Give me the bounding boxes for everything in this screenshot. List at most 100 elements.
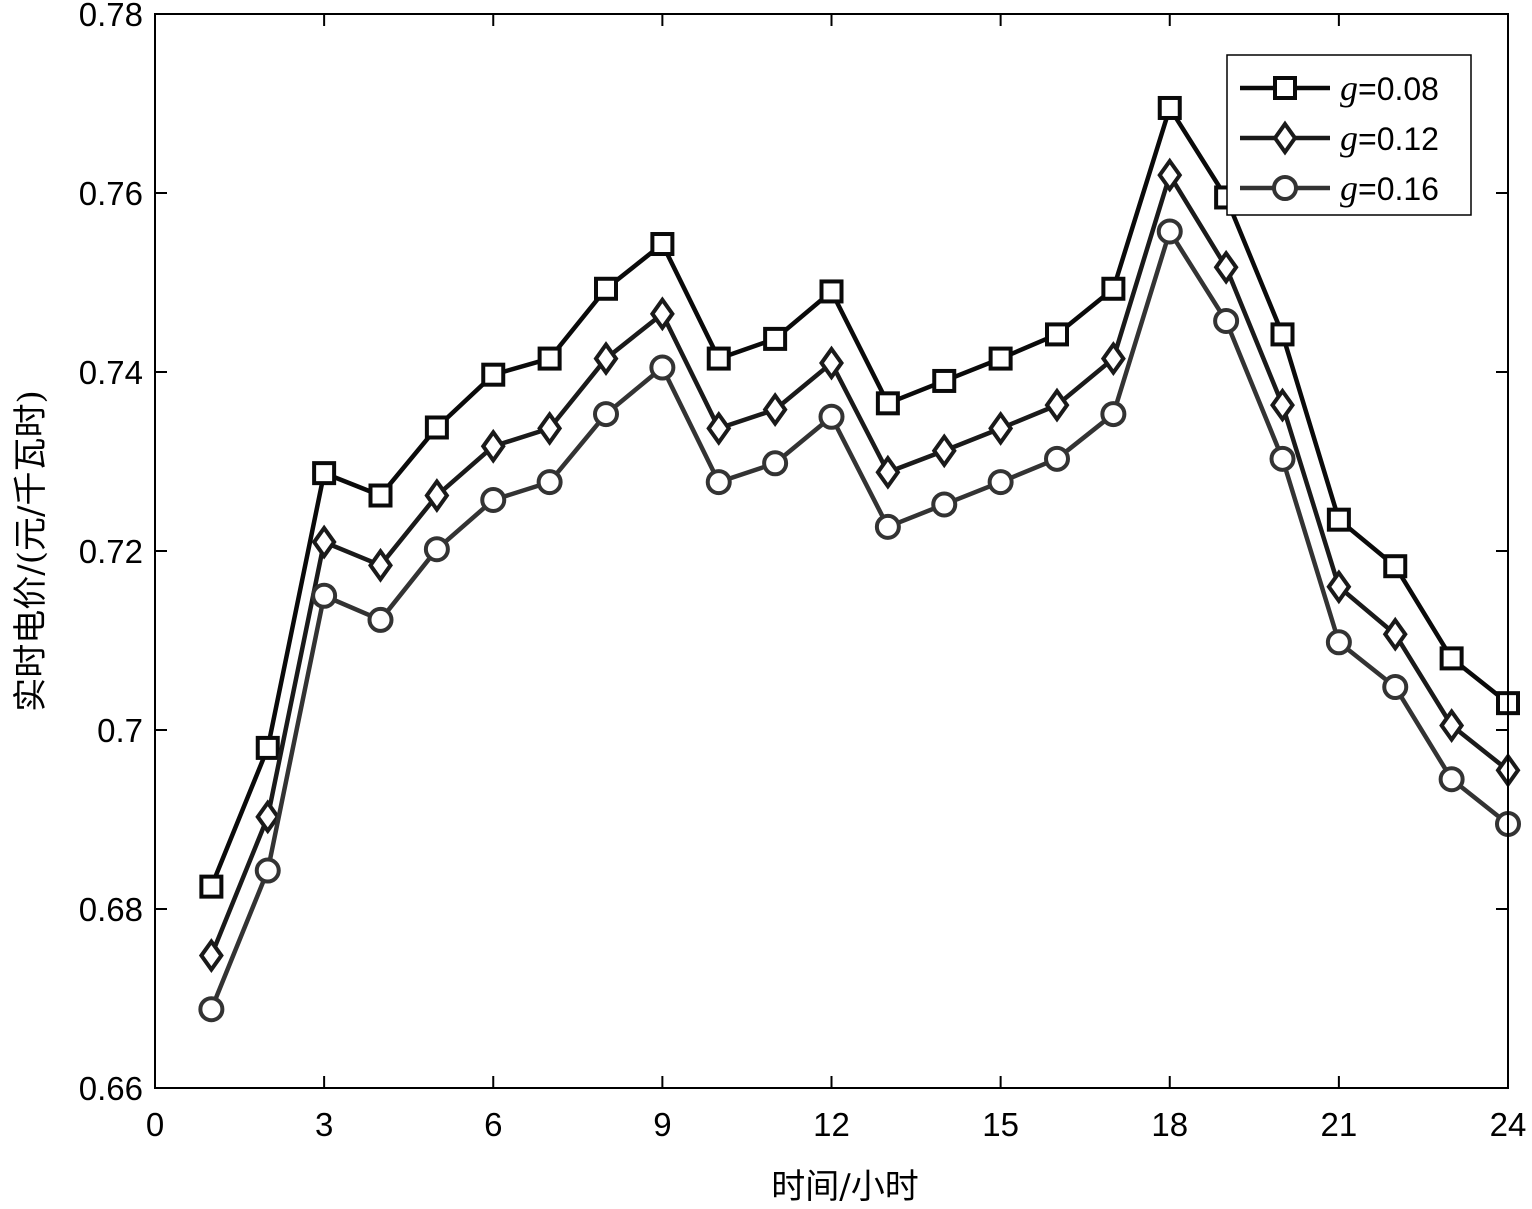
legend-item: g=0.16 bbox=[1240, 168, 1439, 208]
y-tick-label: 0.72 bbox=[79, 533, 143, 570]
data-point bbox=[875, 454, 901, 490]
data-point bbox=[423, 536, 450, 563]
data-point bbox=[1045, 322, 1069, 347]
x-axis-label: 时间/小时 bbox=[771, 1167, 918, 1207]
data-point bbox=[199, 874, 224, 899]
data-point bbox=[1270, 387, 1295, 423]
data-point bbox=[1439, 708, 1465, 743]
legend-label-value: =0.08 bbox=[1358, 71, 1439, 107]
series-square bbox=[199, 95, 1520, 899]
series-line bbox=[209, 229, 1510, 1011]
x-tick-label: 12 bbox=[813, 1106, 850, 1143]
data-point bbox=[480, 428, 506, 464]
ticks: 0 3 6 9 12 15 18 21 24 0.66 0.68 0.7 0.72 0.74 0.76 0.7… bbox=[79, 0, 1527, 1143]
data-point bbox=[1156, 218, 1183, 245]
data-point bbox=[1326, 569, 1352, 605]
data-point bbox=[198, 938, 224, 973]
data-point bbox=[988, 346, 1013, 371]
y-tick-label: 0.7 bbox=[97, 712, 143, 749]
legend-item: g=0.08 bbox=[1240, 68, 1439, 108]
data-point bbox=[875, 391, 900, 416]
data-point bbox=[1326, 507, 1351, 532]
data-point bbox=[1269, 445, 1296, 472]
data-point bbox=[762, 450, 789, 477]
legend-marker bbox=[1272, 175, 1298, 201]
data-point bbox=[1100, 401, 1127, 428]
data-point bbox=[367, 606, 394, 633]
x-tick-label: 15 bbox=[982, 1106, 1019, 1143]
data-point bbox=[1157, 157, 1183, 193]
data-point bbox=[1438, 766, 1465, 793]
data-point bbox=[537, 410, 563, 446]
y-tick-label: 0.76 bbox=[79, 175, 143, 212]
legend-marker bbox=[1273, 76, 1297, 100]
y-tick-label: 0.66 bbox=[79, 1070, 143, 1107]
y-tick-label: 0.74 bbox=[79, 354, 143, 391]
x-tick-label: 3 bbox=[315, 1106, 333, 1143]
data-point bbox=[254, 857, 281, 884]
data-point bbox=[424, 415, 449, 440]
data-point bbox=[481, 362, 506, 387]
data-point bbox=[1382, 616, 1408, 652]
data-point bbox=[1382, 674, 1409, 701]
legend-item: g=0.12 bbox=[1240, 118, 1439, 158]
data-point bbox=[706, 346, 731, 371]
data-point bbox=[763, 326, 788, 351]
data-point bbox=[932, 368, 957, 393]
data-point bbox=[1270, 322, 1295, 347]
data-point bbox=[931, 491, 958, 518]
x-tick-label: 0 bbox=[146, 1106, 164, 1143]
x-tick-label: 21 bbox=[1321, 1106, 1358, 1143]
data-point bbox=[311, 524, 337, 560]
data-point bbox=[987, 469, 1014, 496]
legend-marker bbox=[1272, 120, 1298, 156]
data-point bbox=[593, 341, 619, 377]
data-point bbox=[1383, 554, 1408, 579]
data-point bbox=[368, 547, 393, 583]
data-point bbox=[819, 345, 844, 381]
legend-label-value: =0.16 bbox=[1358, 171, 1439, 207]
data-point bbox=[706, 410, 732, 446]
x-tick-label: 9 bbox=[653, 1106, 671, 1143]
data-point bbox=[649, 296, 675, 332]
x-tick-label: 18 bbox=[1151, 1106, 1188, 1143]
data-point bbox=[1325, 629, 1352, 656]
legend-label: g=0.08 bbox=[1340, 68, 1439, 108]
legend-label: g=0.12 bbox=[1340, 118, 1439, 158]
data-point bbox=[1044, 387, 1070, 423]
data-point bbox=[1213, 307, 1240, 334]
data-point bbox=[424, 478, 450, 513]
data-point bbox=[650, 232, 675, 257]
data-point bbox=[988, 410, 1014, 446]
data-point bbox=[931, 433, 957, 469]
data-point bbox=[649, 354, 676, 381]
legend-label-var: g bbox=[1340, 68, 1358, 108]
series-line bbox=[209, 172, 1510, 957]
data-point bbox=[705, 469, 732, 496]
data-point bbox=[819, 279, 844, 304]
legend: g=0.08g=0.12g=0.16 bbox=[1226, 54, 1472, 216]
data-point bbox=[1439, 646, 1464, 671]
x-tick-label: 6 bbox=[484, 1106, 502, 1143]
data-point bbox=[255, 735, 280, 760]
data-point bbox=[537, 346, 562, 371]
legend-label: g=0.16 bbox=[1340, 168, 1439, 208]
data-point bbox=[1044, 445, 1070, 472]
data-point bbox=[480, 486, 507, 513]
data-point bbox=[1100, 341, 1126, 377]
legend-items: g=0.08g=0.12g=0.16 bbox=[1240, 68, 1439, 208]
data-point bbox=[312, 461, 337, 486]
data-point bbox=[594, 276, 618, 301]
data-point bbox=[198, 996, 225, 1023]
x-tick-label: 24 bbox=[1490, 1106, 1527, 1143]
legend-label-var: g bbox=[1340, 118, 1358, 158]
data-point bbox=[311, 582, 338, 609]
data-point bbox=[818, 403, 845, 430]
data-point bbox=[1213, 249, 1239, 285]
data-point bbox=[1157, 95, 1182, 120]
y-tick-label: 0.68 bbox=[79, 891, 143, 928]
data-point bbox=[368, 483, 393, 508]
data-point bbox=[593, 401, 619, 428]
legend-label-value: =0.12 bbox=[1358, 121, 1439, 157]
